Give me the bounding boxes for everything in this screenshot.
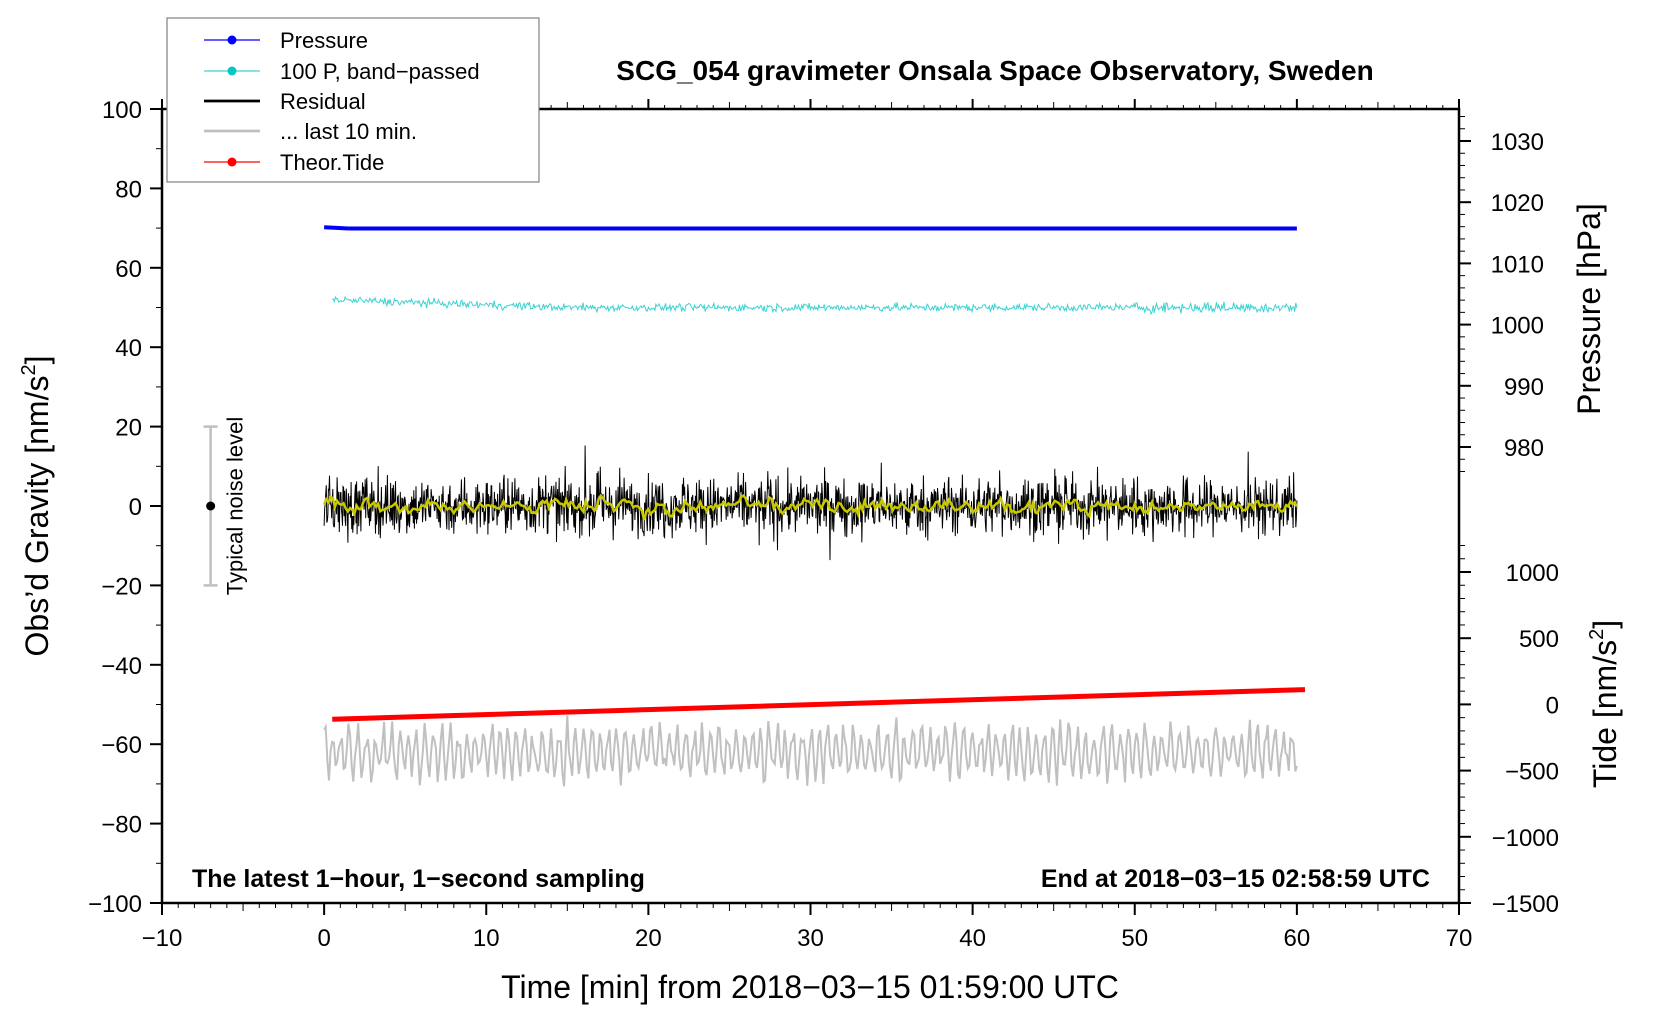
y-axis-label-pressure: Pressure [hPa] bbox=[1571, 203, 1607, 415]
legend-item: 100 P, band−passed bbox=[204, 59, 480, 84]
pressure-tick-label: 1000 bbox=[1491, 313, 1544, 340]
tide-label-sup: 2 bbox=[1586, 629, 1608, 640]
x-tick-label: 70 bbox=[1446, 925, 1473, 952]
y-left-tick-label: 0 bbox=[129, 494, 142, 521]
legend-marker bbox=[227, 66, 237, 76]
pressure-tick-label: 1010 bbox=[1491, 251, 1544, 278]
y-left-tick-label: −100 bbox=[88, 891, 142, 918]
tide-tick-label: −1000 bbox=[1492, 825, 1559, 852]
x-tick-label: −10 bbox=[142, 925, 183, 952]
pressure-tick-label: 1030 bbox=[1491, 129, 1544, 156]
x-axis-label: Time [min] from 2018−03−15 01:59:00 UTC bbox=[501, 969, 1119, 1005]
series-band-passed-pressure bbox=[332, 295, 1298, 316]
pressure-tick-label: 1020 bbox=[1491, 190, 1544, 217]
y-left-tick-label: 80 bbox=[115, 176, 142, 203]
y-left-label-end: ] bbox=[19, 356, 55, 365]
tide-label-end: ] bbox=[1587, 620, 1623, 629]
y-left-tick-label: −80 bbox=[101, 812, 142, 839]
legend-label: ... last 10 min. bbox=[280, 119, 417, 144]
legend-label: 100 P, band−passed bbox=[280, 59, 480, 84]
legend-item: Residual bbox=[204, 89, 366, 114]
annotation-bottom-left: The latest 1−hour, 1−second sampling bbox=[192, 865, 645, 893]
y-left-tick-label: 100 bbox=[102, 97, 142, 124]
legend: Pressure 100 P, band−passed Residual ... la… bbox=[166, 17, 540, 183]
legend-item: ... last 10 min. bbox=[204, 119, 417, 144]
x-tick-label: 20 bbox=[635, 925, 662, 952]
noise-center-dot bbox=[206, 501, 216, 511]
series-theor-tide bbox=[332, 687, 1306, 722]
legend-marker bbox=[227, 157, 237, 167]
y-left-tick-label: 60 bbox=[115, 256, 142, 283]
y-left-tick-label: 40 bbox=[115, 335, 142, 362]
noise-indicator: Typical noise level bbox=[203, 417, 248, 596]
pressure-tick-label: 980 bbox=[1504, 435, 1544, 462]
x-tick-label: 50 bbox=[1121, 925, 1148, 952]
tide-tick-label: −500 bbox=[1505, 759, 1559, 786]
tide-tick-label: 500 bbox=[1519, 626, 1559, 653]
series-residual-smoothed bbox=[322, 493, 1299, 521]
y-left-label-main: Obs’d Gravity [nm/s bbox=[19, 376, 55, 657]
y-axis-label-left: Obs’d Gravity [nm/s2] bbox=[18, 356, 55, 657]
tide-tick-label: −1500 bbox=[1492, 891, 1559, 918]
x-tick-label: 10 bbox=[473, 925, 500, 952]
x-tick-label: 0 bbox=[317, 925, 330, 952]
y-left-tick-label: −20 bbox=[101, 573, 142, 600]
annotation-bottom-right: End at 2018−03−15 02:58:59 UTC bbox=[1041, 865, 1430, 893]
y-left-tick-label: −60 bbox=[101, 732, 142, 759]
legend-label: Residual bbox=[280, 89, 366, 114]
legend-label: Theor.Tide bbox=[280, 150, 384, 175]
y-axis-label-tide: Tide [nm/s2] bbox=[1586, 620, 1623, 788]
y-left-tick-label: −40 bbox=[101, 653, 142, 680]
legend-item: Pressure bbox=[204, 28, 368, 53]
x-tick-label: 60 bbox=[1284, 925, 1311, 952]
tide-tick-label: 0 bbox=[1546, 692, 1559, 719]
y-left-label-sup: 2 bbox=[18, 364, 40, 375]
tide-tick-label: 1000 bbox=[1506, 560, 1559, 587]
legend-label: Pressure bbox=[280, 28, 368, 53]
chart-title: SCG_054 gravimeter Onsala Space Observat… bbox=[616, 55, 1373, 86]
x-tick-label: 30 bbox=[797, 925, 824, 952]
series-last-10-min bbox=[323, 715, 1298, 787]
series-pressure-start bbox=[324, 225, 349, 231]
x-tick-label: 40 bbox=[959, 925, 986, 952]
series-residual bbox=[323, 445, 1298, 561]
pressure-tick-label: 990 bbox=[1504, 374, 1544, 401]
tide-label-main: Tide [nm/s bbox=[1587, 640, 1623, 788]
noise-label: Typical noise level bbox=[223, 417, 248, 596]
y-left-tick-label: 20 bbox=[115, 415, 142, 442]
legend-item: Theor.Tide bbox=[204, 150, 384, 175]
legend-marker bbox=[227, 35, 237, 45]
